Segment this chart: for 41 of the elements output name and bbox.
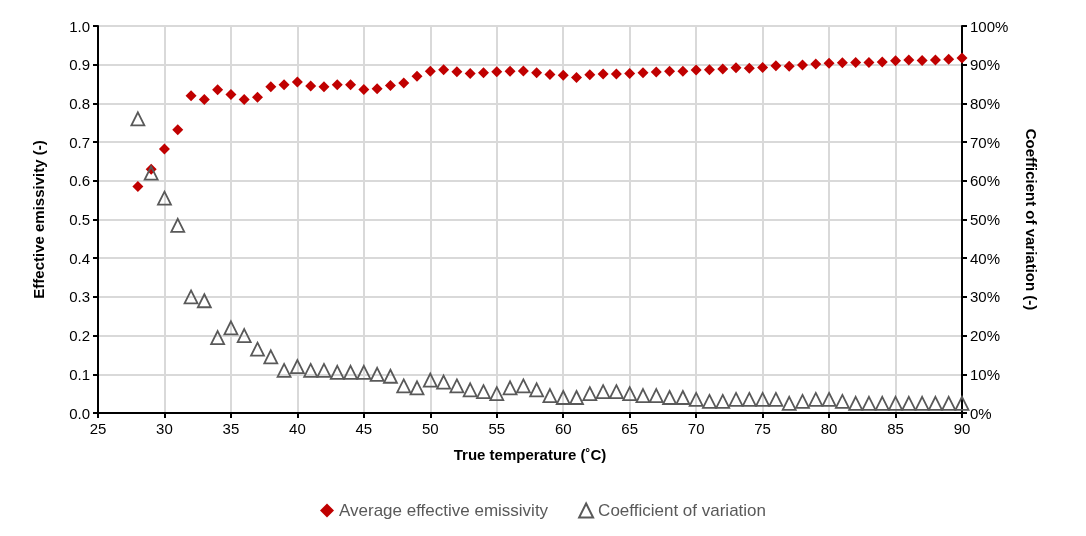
y2-tick-label: 80% <box>970 94 1001 112</box>
x-tick-label: 75 <box>754 420 771 437</box>
y2-tick-label: 20% <box>970 327 1001 345</box>
y-tick-label: 0.5 <box>69 211 90 228</box>
x-axis-title: True temperature (˚C) <box>453 446 607 463</box>
y2-tick-label: 60% <box>970 172 1001 190</box>
x-tick-label: 85 <box>887 420 904 437</box>
y2-tick-label: 40% <box>970 249 1001 267</box>
y2-tick-label: 30% <box>970 288 1001 306</box>
x-tick-label: 35 <box>222 420 240 437</box>
y-tick-label: 0.8 <box>69 94 90 112</box>
y-tick-label: 0.3 <box>69 288 90 306</box>
y-tick-label: 0.6 <box>69 172 90 190</box>
x-tick-label: 55 <box>488 420 506 437</box>
y-tick-label: 0.4 <box>69 249 90 267</box>
x-tick-label: 60 <box>554 420 572 437</box>
y2-tick-label: 70% <box>970 133 1001 151</box>
legend-label: Coefficient of variation <box>598 501 767 520</box>
y-tick-label: 0.0 <box>69 404 90 422</box>
x-tick-label: 25 <box>89 420 107 437</box>
y-tick-label: 0.2 <box>69 327 90 345</box>
legend-label: Average effective emissivity <box>338 501 549 520</box>
y2-tick-label: 10% <box>970 365 1001 383</box>
x-tick-label: 65 <box>621 420 639 437</box>
y2-axis-title: Coefficient of variation (-) <box>1023 128 1040 311</box>
y2-tick-label: 0% <box>970 404 992 422</box>
x-tick-label: 80 <box>820 420 838 437</box>
y-axis-title: Effective emissivity (-) <box>30 140 47 299</box>
x-tick-label: 50 <box>421 420 439 437</box>
x-tick-label: 90 <box>953 420 971 437</box>
y-tick-label: 0.9 <box>69 56 90 74</box>
x-tick-label: 30 <box>156 420 173 437</box>
x-tick-label: 40 <box>289 420 306 437</box>
x-tick-label: 70 <box>687 420 705 437</box>
y2-tick-label: 50% <box>970 211 1001 228</box>
y2-tick-label: 90% <box>970 56 1001 74</box>
y-tick-label: 0.7 <box>69 133 90 151</box>
y-tick-label: 1.0 <box>69 17 90 35</box>
y2-tick-label: 100% <box>970 17 1009 35</box>
y-tick-label: 0.1 <box>69 365 90 383</box>
x-tick-label: 45 <box>355 420 373 437</box>
